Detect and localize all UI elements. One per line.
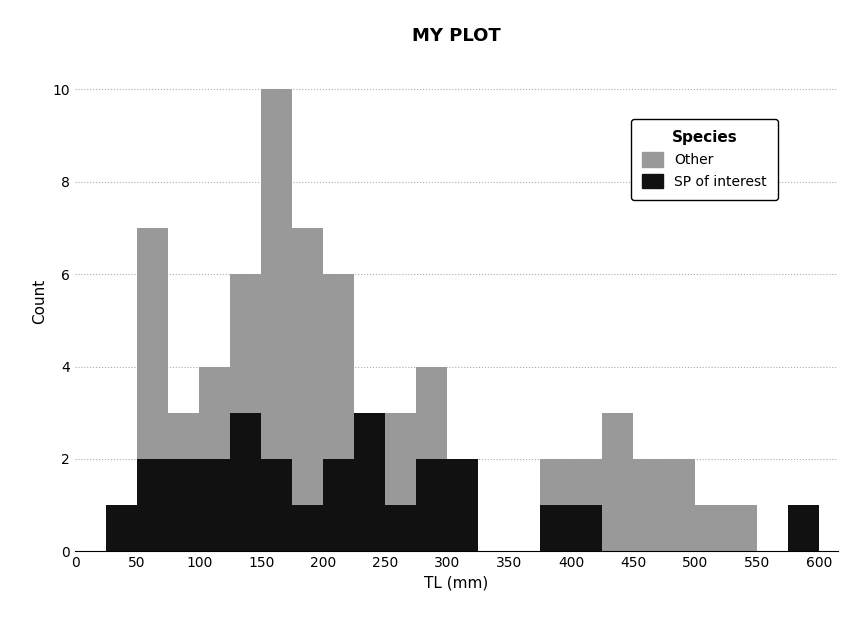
Legend: Other, SP of interest: Other, SP of interest (630, 119, 777, 200)
Bar (787, 505, 819, 551)
Bar (292, 505, 323, 551)
Bar (385, 413, 416, 551)
Bar (323, 459, 354, 551)
Bar (230, 413, 261, 551)
Bar (664, 459, 694, 551)
Bar (787, 505, 819, 551)
Bar (137, 228, 168, 551)
Bar (292, 228, 323, 551)
Bar (137, 459, 168, 551)
Bar (694, 505, 726, 551)
Bar (199, 366, 230, 551)
Bar (539, 459, 571, 551)
Bar (199, 459, 230, 551)
Bar (261, 459, 292, 551)
Bar (323, 274, 354, 551)
Bar (385, 505, 416, 551)
Y-axis label: Count: Count (32, 279, 47, 324)
Bar (416, 459, 446, 551)
Bar (602, 413, 632, 551)
Bar (354, 413, 385, 551)
Bar (446, 459, 478, 551)
Bar (632, 459, 664, 551)
Bar (261, 90, 292, 551)
Bar (571, 459, 602, 551)
Bar (106, 505, 137, 551)
Bar (168, 459, 199, 551)
Bar (168, 413, 199, 551)
X-axis label: TL (mm): TL (mm) (424, 575, 488, 591)
Bar (416, 366, 446, 551)
Bar (354, 413, 385, 551)
Title: MY PLOT: MY PLOT (412, 27, 500, 45)
Bar (571, 505, 602, 551)
Bar (726, 505, 757, 551)
Bar (230, 274, 261, 551)
Bar (539, 505, 571, 551)
Bar (106, 505, 137, 551)
